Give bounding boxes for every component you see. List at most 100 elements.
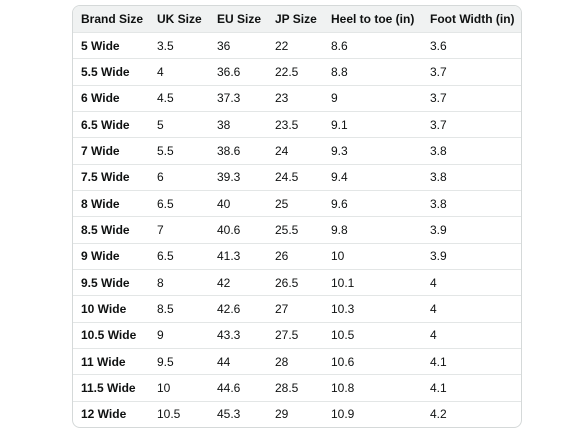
cell-heel-to-toe: 9.8	[323, 216, 422, 244]
cell-uk-size: 8	[149, 269, 209, 296]
cell-foot-width: 3.7	[422, 58, 521, 86]
cell-uk-size: 6.5	[149, 190, 209, 217]
table-row: 10.5 Wide 9 43.3 27.5 10.5 4	[73, 321, 521, 349]
cell-eu-size: 36.6	[209, 58, 267, 86]
cell-foot-width: 4	[422, 295, 521, 323]
cell-eu-size: 36	[209, 31, 267, 59]
cell-jp-size: 25	[267, 190, 323, 217]
cell-eu-size: 45.3	[209, 400, 267, 427]
cell-heel-to-toe: 10.3	[323, 295, 422, 323]
cell-foot-width: 4.1	[422, 348, 521, 375]
cell-foot-width: 4.2	[422, 400, 521, 427]
cell-eu-size: 40.6	[209, 216, 267, 244]
cell-brand-size: 8 Wide	[73, 190, 149, 217]
cell-eu-size: 44.6	[209, 374, 267, 402]
cell-eu-size: 41.3	[209, 242, 267, 270]
header-jp-size: JP Size	[267, 6, 323, 33]
cell-foot-width: 3.9	[422, 242, 521, 270]
cell-jp-size: 25.5	[267, 216, 323, 244]
cell-heel-to-toe: 8.6	[323, 31, 422, 59]
cell-uk-size: 9.5	[149, 348, 209, 375]
cell-uk-size: 9	[149, 321, 209, 349]
header-heel-to-toe: Heel to toe (in)	[323, 6, 422, 33]
cell-foot-width: 3.8	[422, 137, 521, 165]
cell-uk-size: 6	[149, 163, 209, 191]
table-row: 8 Wide 6.5 40 25 9.6 3.8	[73, 190, 521, 217]
cell-jp-size: 27	[267, 295, 323, 323]
table-row: 9 Wide 6.5 41.3 26 10 3.9	[73, 242, 521, 270]
cell-eu-size: 42	[209, 269, 267, 296]
cell-brand-size: 10 Wide	[73, 295, 149, 323]
cell-brand-size: 5.5 Wide	[73, 58, 149, 86]
table-row: 5.5 Wide 4 36.6 22.5 8.8 3.7	[73, 58, 521, 86]
cell-brand-size: 12 Wide	[73, 400, 149, 427]
cell-jp-size: 24	[267, 137, 323, 165]
table-row: 8.5 Wide 7 40.6 25.5 9.8 3.9	[73, 216, 521, 244]
cell-heel-to-toe: 9.1	[323, 111, 422, 138]
cell-heel-to-toe: 10.6	[323, 348, 422, 375]
table-row: 11.5 Wide 10 44.6 28.5 10.8 4.1	[73, 374, 521, 402]
cell-heel-to-toe: 9.6	[323, 190, 422, 217]
cell-eu-size: 40	[209, 190, 267, 217]
cell-heel-to-toe: 10.9	[323, 400, 422, 427]
cell-jp-size: 29	[267, 400, 323, 427]
table-header-row: Brand Size UK Size EU Size JP Size Heel …	[73, 6, 521, 33]
cell-eu-size: 44	[209, 348, 267, 375]
table-row: 5 Wide 3.5 36 22 8.6 3.6	[73, 31, 521, 59]
cell-eu-size: 38	[209, 111, 267, 138]
cell-jp-size: 28.5	[267, 374, 323, 402]
cell-heel-to-toe: 10.1	[323, 269, 422, 296]
cell-foot-width: 3.7	[422, 84, 521, 112]
cell-heel-to-toe: 10.8	[323, 374, 422, 402]
header-foot-width: Foot Width (in)	[422, 6, 521, 33]
size-chart-table-container: Brand Size UK Size EU Size JP Size Heel …	[72, 5, 522, 428]
cell-brand-size: 5 Wide	[73, 31, 149, 59]
cell-heel-to-toe: 9.4	[323, 163, 422, 191]
cell-foot-width: 3.7	[422, 111, 521, 138]
cell-uk-size: 8.5	[149, 295, 209, 323]
cell-foot-width: 3.8	[422, 190, 521, 217]
cell-jp-size: 23.5	[267, 111, 323, 138]
header-uk-size: UK Size	[149, 6, 209, 33]
cell-brand-size: 11 Wide	[73, 348, 149, 375]
cell-heel-to-toe: 9	[323, 84, 422, 112]
cell-brand-size: 9.5 Wide	[73, 269, 149, 296]
cell-eu-size: 39.3	[209, 163, 267, 191]
cell-uk-size: 7	[149, 216, 209, 244]
header-eu-size: EU Size	[209, 6, 267, 33]
cell-heel-to-toe: 9.3	[323, 137, 422, 165]
cell-brand-size: 9 Wide	[73, 242, 149, 270]
cell-brand-size: 10.5 Wide	[73, 321, 149, 349]
cell-heel-to-toe: 8.8	[323, 58, 422, 86]
cell-eu-size: 38.6	[209, 137, 267, 165]
cell-jp-size: 26	[267, 242, 323, 270]
size-chart-table: Brand Size UK Size EU Size JP Size Heel …	[73, 6, 521, 427]
cell-jp-size: 22	[267, 31, 323, 59]
cell-eu-size: 37.3	[209, 84, 267, 112]
cell-jp-size: 26.5	[267, 269, 323, 296]
cell-foot-width: 3.6	[422, 31, 521, 59]
table-row: 7.5 Wide 6 39.3 24.5 9.4 3.8	[73, 163, 521, 191]
cell-foot-width: 3.8	[422, 163, 521, 191]
cell-uk-size: 10.5	[149, 400, 209, 427]
cell-uk-size: 5	[149, 111, 209, 138]
cell-brand-size: 7 Wide	[73, 137, 149, 165]
cell-foot-width: 4	[422, 269, 521, 296]
cell-foot-width: 4.1	[422, 374, 521, 402]
cell-uk-size: 3.5	[149, 31, 209, 59]
table-row: 12 Wide 10.5 45.3 29 10.9 4.2	[73, 400, 521, 427]
table-row: 11 Wide 9.5 44 28 10.6 4.1	[73, 348, 521, 375]
cell-uk-size: 5.5	[149, 137, 209, 165]
table-body: 5 Wide 3.5 36 22 8.6 3.6 5.5 Wide 4 36.6…	[73, 31, 521, 427]
cell-eu-size: 43.3	[209, 321, 267, 349]
cell-jp-size: 27.5	[267, 321, 323, 349]
cell-foot-width: 4	[422, 321, 521, 349]
cell-jp-size: 22.5	[267, 58, 323, 86]
cell-uk-size: 4	[149, 58, 209, 86]
cell-uk-size: 10	[149, 374, 209, 402]
table-row: 7 Wide 5.5 38.6 24 9.3 3.8	[73, 137, 521, 165]
cell-foot-width: 3.9	[422, 216, 521, 244]
cell-jp-size: 23	[267, 84, 323, 112]
table-row: 10 Wide 8.5 42.6 27 10.3 4	[73, 295, 521, 323]
table-row: 9.5 Wide 8 42 26.5 10.1 4	[73, 269, 521, 296]
